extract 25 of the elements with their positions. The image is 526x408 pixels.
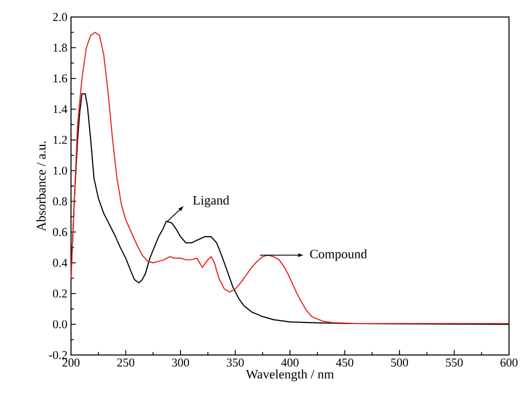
y-tick-label: 1.8 bbox=[54, 44, 68, 52]
y-axis-title: Absorbance / a.u. bbox=[36, 142, 46, 232]
x-tick-label: 450 bbox=[336, 358, 354, 367]
x-tick-label: 550 bbox=[446, 358, 463, 367]
x-tick-label: 500 bbox=[391, 358, 408, 367]
y-tick-label: 0.2 bbox=[52, 289, 67, 298]
y-tick-label: 0.0 bbox=[52, 320, 68, 328]
y-tick-label: 0.8 bbox=[52, 197, 68, 206]
y-tick-label: -0.2 bbox=[48, 350, 67, 360]
x-tick-label: 250 bbox=[117, 358, 134, 367]
x-tick-label: 200 bbox=[62, 358, 80, 367]
y-tick-label: 1.0 bbox=[54, 166, 68, 175]
x-tick-label: 350 bbox=[226, 358, 244, 367]
x-tick-label: 600 bbox=[500, 358, 518, 367]
x-tick-label: 400 bbox=[281, 358, 299, 367]
y-tick-label: 0.6 bbox=[52, 228, 68, 236]
x-axis-title: Wavelength / nm bbox=[246, 369, 334, 382]
y-tick-label: 1.2 bbox=[54, 136, 67, 144]
y-tick-label: 0.4 bbox=[52, 258, 68, 267]
x-tick-label: 300 bbox=[172, 358, 190, 367]
annotation: Compound bbox=[310, 249, 368, 262]
annotation: Ligand bbox=[193, 195, 230, 208]
y-tick-label: 1.6 bbox=[54, 74, 68, 82]
y-tick-label: 2.0 bbox=[53, 12, 68, 22]
y-tick-label: 1.4 bbox=[54, 105, 68, 114]
